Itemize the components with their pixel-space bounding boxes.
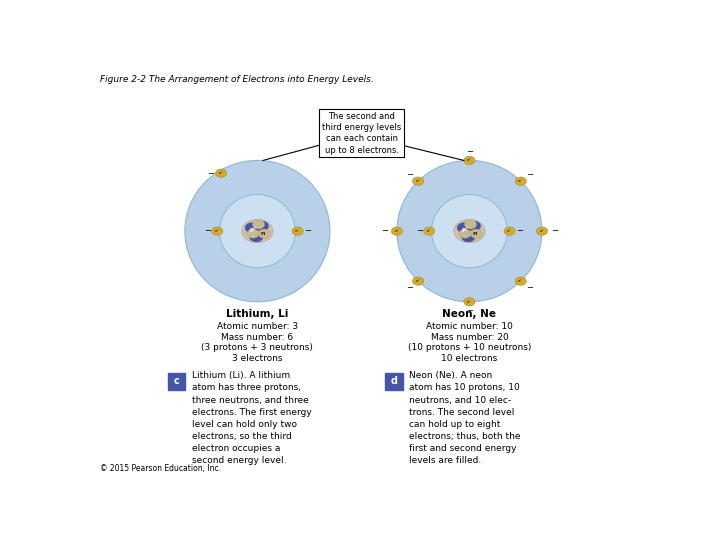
Circle shape xyxy=(250,232,263,242)
Circle shape xyxy=(536,227,548,235)
Circle shape xyxy=(245,223,258,233)
Ellipse shape xyxy=(431,194,508,268)
Text: −: − xyxy=(204,227,211,235)
Circle shape xyxy=(462,232,475,242)
Text: Figure 2-2 The Arrangement of Electrons into Energy Levels.: Figure 2-2 The Arrangement of Electrons … xyxy=(100,75,374,84)
Circle shape xyxy=(464,156,475,165)
Circle shape xyxy=(459,229,471,238)
Text: e⁻: e⁻ xyxy=(467,158,472,163)
Circle shape xyxy=(413,277,424,285)
Ellipse shape xyxy=(220,194,295,268)
Circle shape xyxy=(255,221,269,231)
Text: −: − xyxy=(516,227,523,235)
Circle shape xyxy=(464,298,475,306)
Text: −: − xyxy=(526,283,533,292)
Text: e⁻: e⁻ xyxy=(215,229,220,233)
Circle shape xyxy=(423,227,435,235)
Text: Mass number: 6: Mass number: 6 xyxy=(221,333,294,342)
Text: e⁻: e⁻ xyxy=(219,171,224,175)
Ellipse shape xyxy=(397,160,542,302)
Text: −: − xyxy=(381,227,388,235)
Circle shape xyxy=(247,229,259,238)
Text: The second and
third energy levels
can each contain
up to 8 electrons.: The second and third energy levels can e… xyxy=(322,112,401,154)
Text: −: − xyxy=(304,227,311,235)
Text: Neon (Ne). A neon
atom has 10 protons, 10
neutrons, and 10 elec-
trons. The seco: Neon (Ne). A neon atom has 10 protons, 1… xyxy=(409,371,521,465)
Text: e⁻: e⁻ xyxy=(507,229,512,233)
Text: 10 electrons: 10 electrons xyxy=(441,354,498,363)
Text: p⁺: p⁺ xyxy=(250,227,257,232)
Circle shape xyxy=(467,221,481,231)
Text: −: − xyxy=(551,227,558,235)
Circle shape xyxy=(515,277,526,285)
Text: (10 protons + 10 neutrons): (10 protons + 10 neutrons) xyxy=(408,343,531,353)
Text: −: − xyxy=(466,307,473,315)
Text: e⁻: e⁻ xyxy=(415,279,420,283)
Text: Neon, Ne: Neon, Ne xyxy=(442,309,497,319)
Circle shape xyxy=(258,229,270,238)
Text: −: − xyxy=(415,227,423,235)
Text: −: − xyxy=(526,170,533,179)
Circle shape xyxy=(253,220,265,229)
Circle shape xyxy=(464,220,477,229)
Text: e⁻: e⁻ xyxy=(415,179,420,183)
Text: −: − xyxy=(466,147,473,156)
Text: −: − xyxy=(406,170,413,179)
Text: Mass number: 20: Mass number: 20 xyxy=(431,333,508,342)
Circle shape xyxy=(392,227,402,235)
Circle shape xyxy=(242,219,273,243)
Text: −: − xyxy=(207,168,215,178)
Text: e⁻: e⁻ xyxy=(467,300,472,304)
Text: e⁻: e⁻ xyxy=(295,229,300,233)
Text: e⁻: e⁻ xyxy=(518,279,523,283)
FancyBboxPatch shape xyxy=(168,373,186,389)
Text: (3 protons + 3 neutrons): (3 protons + 3 neutrons) xyxy=(202,343,313,353)
Text: e⁻: e⁻ xyxy=(539,229,544,233)
Circle shape xyxy=(457,223,471,233)
Circle shape xyxy=(454,219,485,243)
Circle shape xyxy=(413,177,424,185)
Circle shape xyxy=(215,169,227,177)
Text: n: n xyxy=(473,231,477,235)
Text: e⁻: e⁻ xyxy=(427,229,432,233)
Circle shape xyxy=(470,229,482,238)
Text: c: c xyxy=(174,376,179,386)
Circle shape xyxy=(292,227,303,235)
Circle shape xyxy=(515,177,526,185)
Text: Atomic number: 10: Atomic number: 10 xyxy=(426,322,513,331)
Text: n: n xyxy=(261,231,265,235)
Ellipse shape xyxy=(185,160,330,302)
Text: Atomic number: 3: Atomic number: 3 xyxy=(217,322,298,331)
Text: e⁻: e⁻ xyxy=(395,229,400,233)
Circle shape xyxy=(212,227,222,235)
Text: e⁻: e⁻ xyxy=(518,179,523,183)
Text: 3 electrons: 3 electrons xyxy=(232,354,283,363)
FancyBboxPatch shape xyxy=(385,373,403,389)
Text: −: − xyxy=(406,283,413,292)
Text: © 2015 Pearson Education, Inc.: © 2015 Pearson Education, Inc. xyxy=(100,464,221,473)
Text: Lithium, Li: Lithium, Li xyxy=(226,309,289,319)
Circle shape xyxy=(504,227,516,235)
Text: d: d xyxy=(391,376,397,386)
Text: Lithium (Li). A lithium
atom has three protons,
three neutrons, and three
electr: Lithium (Li). A lithium atom has three p… xyxy=(192,371,311,465)
Text: p⁺: p⁺ xyxy=(462,227,469,232)
